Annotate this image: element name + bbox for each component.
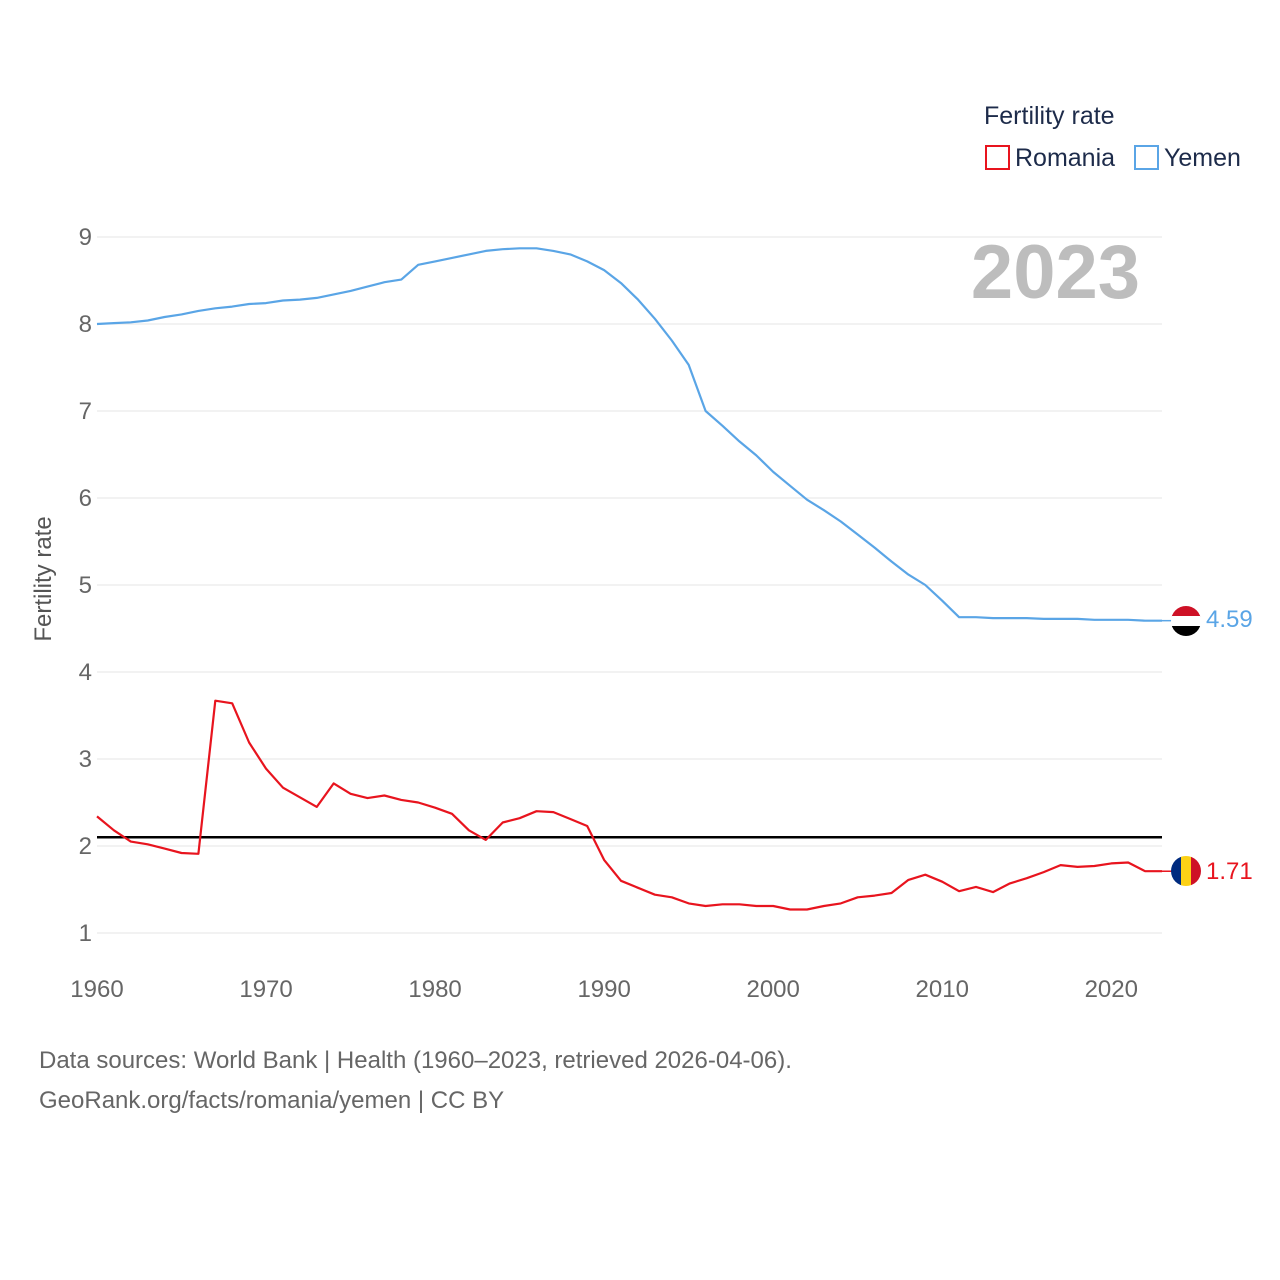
flag-stripe xyxy=(1171,856,1182,886)
x-tick-label: 1990 xyxy=(577,976,630,1003)
legend-swatch-romania xyxy=(985,145,1010,170)
x-tick-label: 2020 xyxy=(1085,976,1138,1003)
y-tick-label: 7 xyxy=(79,398,92,425)
legend: Fertility rate Romania Yemen xyxy=(984,102,1241,172)
data-source-line: Data sources: World Bank | Health (1960–… xyxy=(39,1047,792,1074)
series-line-romania[interactable] xyxy=(96,699,1162,911)
end-value-romania: 1.71 xyxy=(1206,858,1253,885)
yemen-flag-icon xyxy=(1171,606,1201,636)
y-tick-label: 4 xyxy=(79,659,92,686)
y-tick-label: 9 xyxy=(79,224,92,251)
y-axis-ticks: 1 2 3 4 5 6 7 8 9 xyxy=(79,224,92,947)
legend-label-yemen: Yemen xyxy=(1164,144,1241,172)
flag-stripe xyxy=(1171,616,1201,627)
x-tick-label: 1960 xyxy=(70,976,123,1003)
y-tick-label: 5 xyxy=(79,572,92,599)
y-tick-label: 3 xyxy=(79,746,92,773)
flag-stripe xyxy=(1171,606,1201,617)
series-line-yemen[interactable] xyxy=(96,247,1162,622)
y-axis-title: Fertility rate xyxy=(30,516,57,641)
legend-item-yemen[interactable]: Yemen xyxy=(1134,144,1241,172)
legend-swatch-yemen xyxy=(1134,145,1159,170)
x-tick-label: 2010 xyxy=(916,976,969,1003)
x-axis-ticks: 1960 1970 1980 1990 2000 2010 2020 xyxy=(70,976,1138,1003)
flag-stripe xyxy=(1191,856,1201,886)
x-tick-label: 2000 xyxy=(746,976,799,1003)
x-tick-label: 1970 xyxy=(239,976,292,1003)
legend-label-romania: Romania xyxy=(1015,144,1115,172)
gridlines xyxy=(97,236,1162,934)
y-tick-label: 8 xyxy=(79,311,92,338)
credit-line[interactable]: GeoRank.org/facts/romania/yemen | CC BY xyxy=(39,1087,504,1114)
legend-item-romania[interactable]: Romania xyxy=(985,144,1115,172)
y-tick-label: 1 xyxy=(79,920,92,947)
x-tick-label: 1980 xyxy=(408,976,461,1003)
y-tick-label: 6 xyxy=(79,485,92,512)
flag-stripe xyxy=(1181,856,1192,886)
end-value-yemen: 4.59 xyxy=(1206,606,1253,633)
romania-flag-icon xyxy=(1171,856,1201,886)
flag-stripe xyxy=(1171,626,1201,636)
legend-title: Fertility rate xyxy=(984,102,1115,130)
y-tick-label: 2 xyxy=(79,833,92,860)
year-watermark: 2023 xyxy=(971,230,1140,315)
